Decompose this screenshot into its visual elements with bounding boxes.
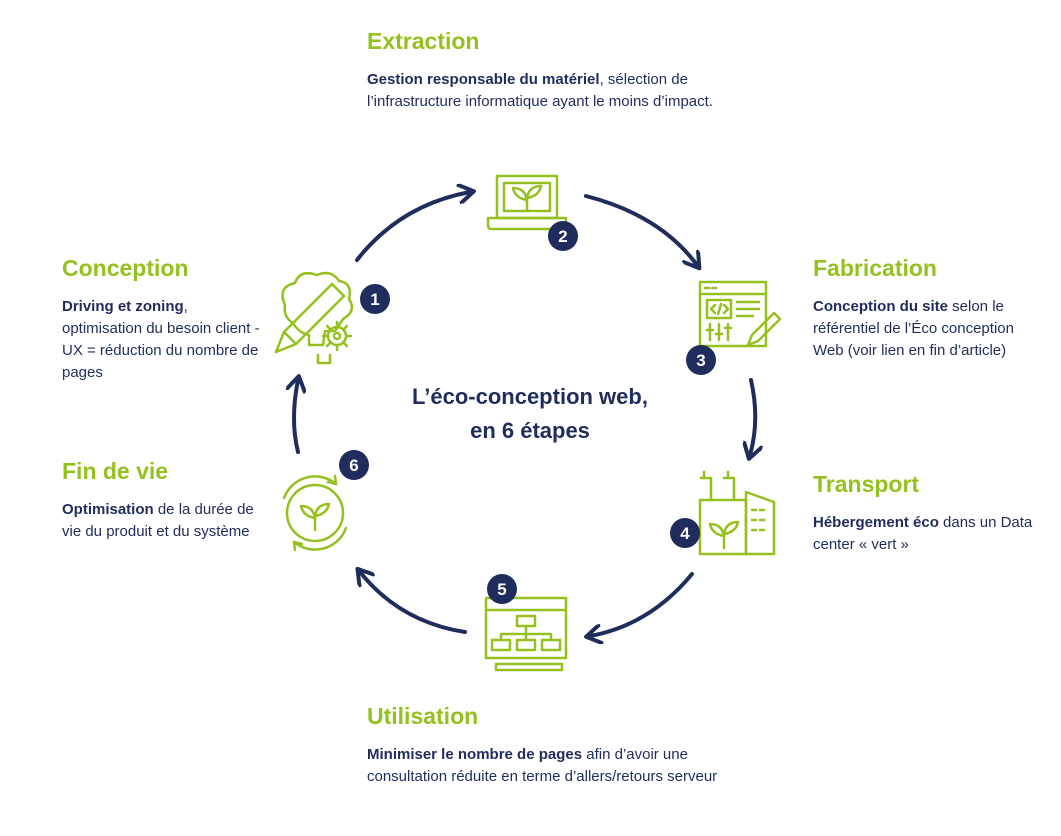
step-title: Utilisation bbox=[367, 703, 479, 729]
step-number-5: 5 bbox=[497, 580, 506, 599]
arrow-3-to-4 bbox=[750, 378, 755, 455]
step-number-1: 1 bbox=[370, 290, 379, 309]
step-description-bold: Hébergement éco bbox=[813, 514, 939, 531]
step-description-rest: dans un Data center « vert » bbox=[813, 514, 1033, 553]
arrow-5-to-6 bbox=[360, 572, 467, 634]
step-badge-3 bbox=[686, 345, 716, 375]
step-description: Optimisation de la durée de vie du produ… bbox=[62, 499, 272, 543]
step-transport: Transport Hébergement éco dans un Data c… bbox=[813, 471, 1033, 556]
step-description-rest: de la durée de vie du produit et du syst… bbox=[62, 501, 254, 540]
step-description-bold: Minimiser le nombre de pages bbox=[367, 746, 583, 763]
laptop-leaf-icon bbox=[486, 174, 568, 231]
step-number-2: 2 bbox=[558, 227, 567, 246]
arrow-2-to-3 bbox=[584, 194, 697, 265]
sitemap-window-icon bbox=[484, 596, 568, 672]
step-conception: Conception Driving et zoning, optimisati… bbox=[62, 255, 272, 384]
step-description: Hébergement éco dans un Data center « ve… bbox=[813, 512, 1033, 556]
diagram-title-line-2: en 6 étapes bbox=[470, 418, 590, 443]
step-fin-de-vie: Fin de vie Optimisation de la durée de v… bbox=[62, 458, 272, 543]
code-window-pencil-icon bbox=[698, 280, 782, 348]
step-badge-6 bbox=[339, 450, 369, 480]
arrow-4-to-5 bbox=[590, 572, 694, 636]
brain-pencil-gear-icon bbox=[274, 271, 354, 365]
step-description: Minimiser le nombre de pages afin d’avoi… bbox=[367, 744, 727, 788]
step-description-rest: , optimisation du besoin client - UX = r… bbox=[62, 298, 260, 381]
step-number-6: 6 bbox=[349, 456, 358, 475]
step-extraction: Extraction Gestion responsable du matéri… bbox=[367, 28, 727, 113]
diagram-title: L’éco-conception web, en 6 étapes bbox=[370, 380, 690, 448]
step-description: Conception du site selon le référentiel … bbox=[813, 296, 1033, 362]
step-description-rest: , sélection de l’infrastructure informat… bbox=[367, 71, 713, 110]
factory-leaf-icon bbox=[698, 470, 776, 556]
step-number-3: 3 bbox=[696, 351, 705, 370]
step-title: Transport bbox=[813, 471, 920, 497]
step-title: Fabrication bbox=[813, 255, 937, 281]
step-badge-1 bbox=[360, 284, 390, 314]
step-description: Gestion responsable du matériel, sélecti… bbox=[367, 69, 727, 113]
arrow-6-to-1 bbox=[294, 380, 298, 454]
recycle-leaf-icon bbox=[282, 474, 348, 552]
step-utilisation: Utilisation Minimiser le nombre de pages… bbox=[367, 703, 727, 788]
step-description-bold: Driving et zoning bbox=[62, 298, 184, 315]
step-title: Extraction bbox=[367, 28, 480, 54]
step-fabrication: Fabrication Conception du site selon le … bbox=[813, 255, 1033, 362]
step-description-bold: Conception du site bbox=[813, 298, 948, 315]
step-badge-5 bbox=[487, 574, 517, 604]
step-description: Driving et zoning, optimisation du besoi… bbox=[62, 296, 272, 384]
step-description-bold: Gestion responsable du matériel bbox=[367, 71, 600, 88]
step-badge-4 bbox=[670, 518, 700, 548]
step-badge-2 bbox=[548, 221, 578, 251]
diagram-title-line-1: L’éco-conception web, bbox=[412, 384, 648, 409]
step-description-bold: Optimisation bbox=[62, 501, 154, 518]
step-title: Fin de vie bbox=[62, 458, 169, 484]
arrow-1-to-2 bbox=[355, 192, 470, 262]
step-description-rest: selon le référentiel de l’Éco conception… bbox=[813, 298, 1014, 359]
step-number-4: 4 bbox=[680, 524, 690, 543]
step-title: Conception bbox=[62, 255, 189, 281]
step-description-rest: afin d’avoir une consultation réduite en… bbox=[367, 746, 718, 785]
